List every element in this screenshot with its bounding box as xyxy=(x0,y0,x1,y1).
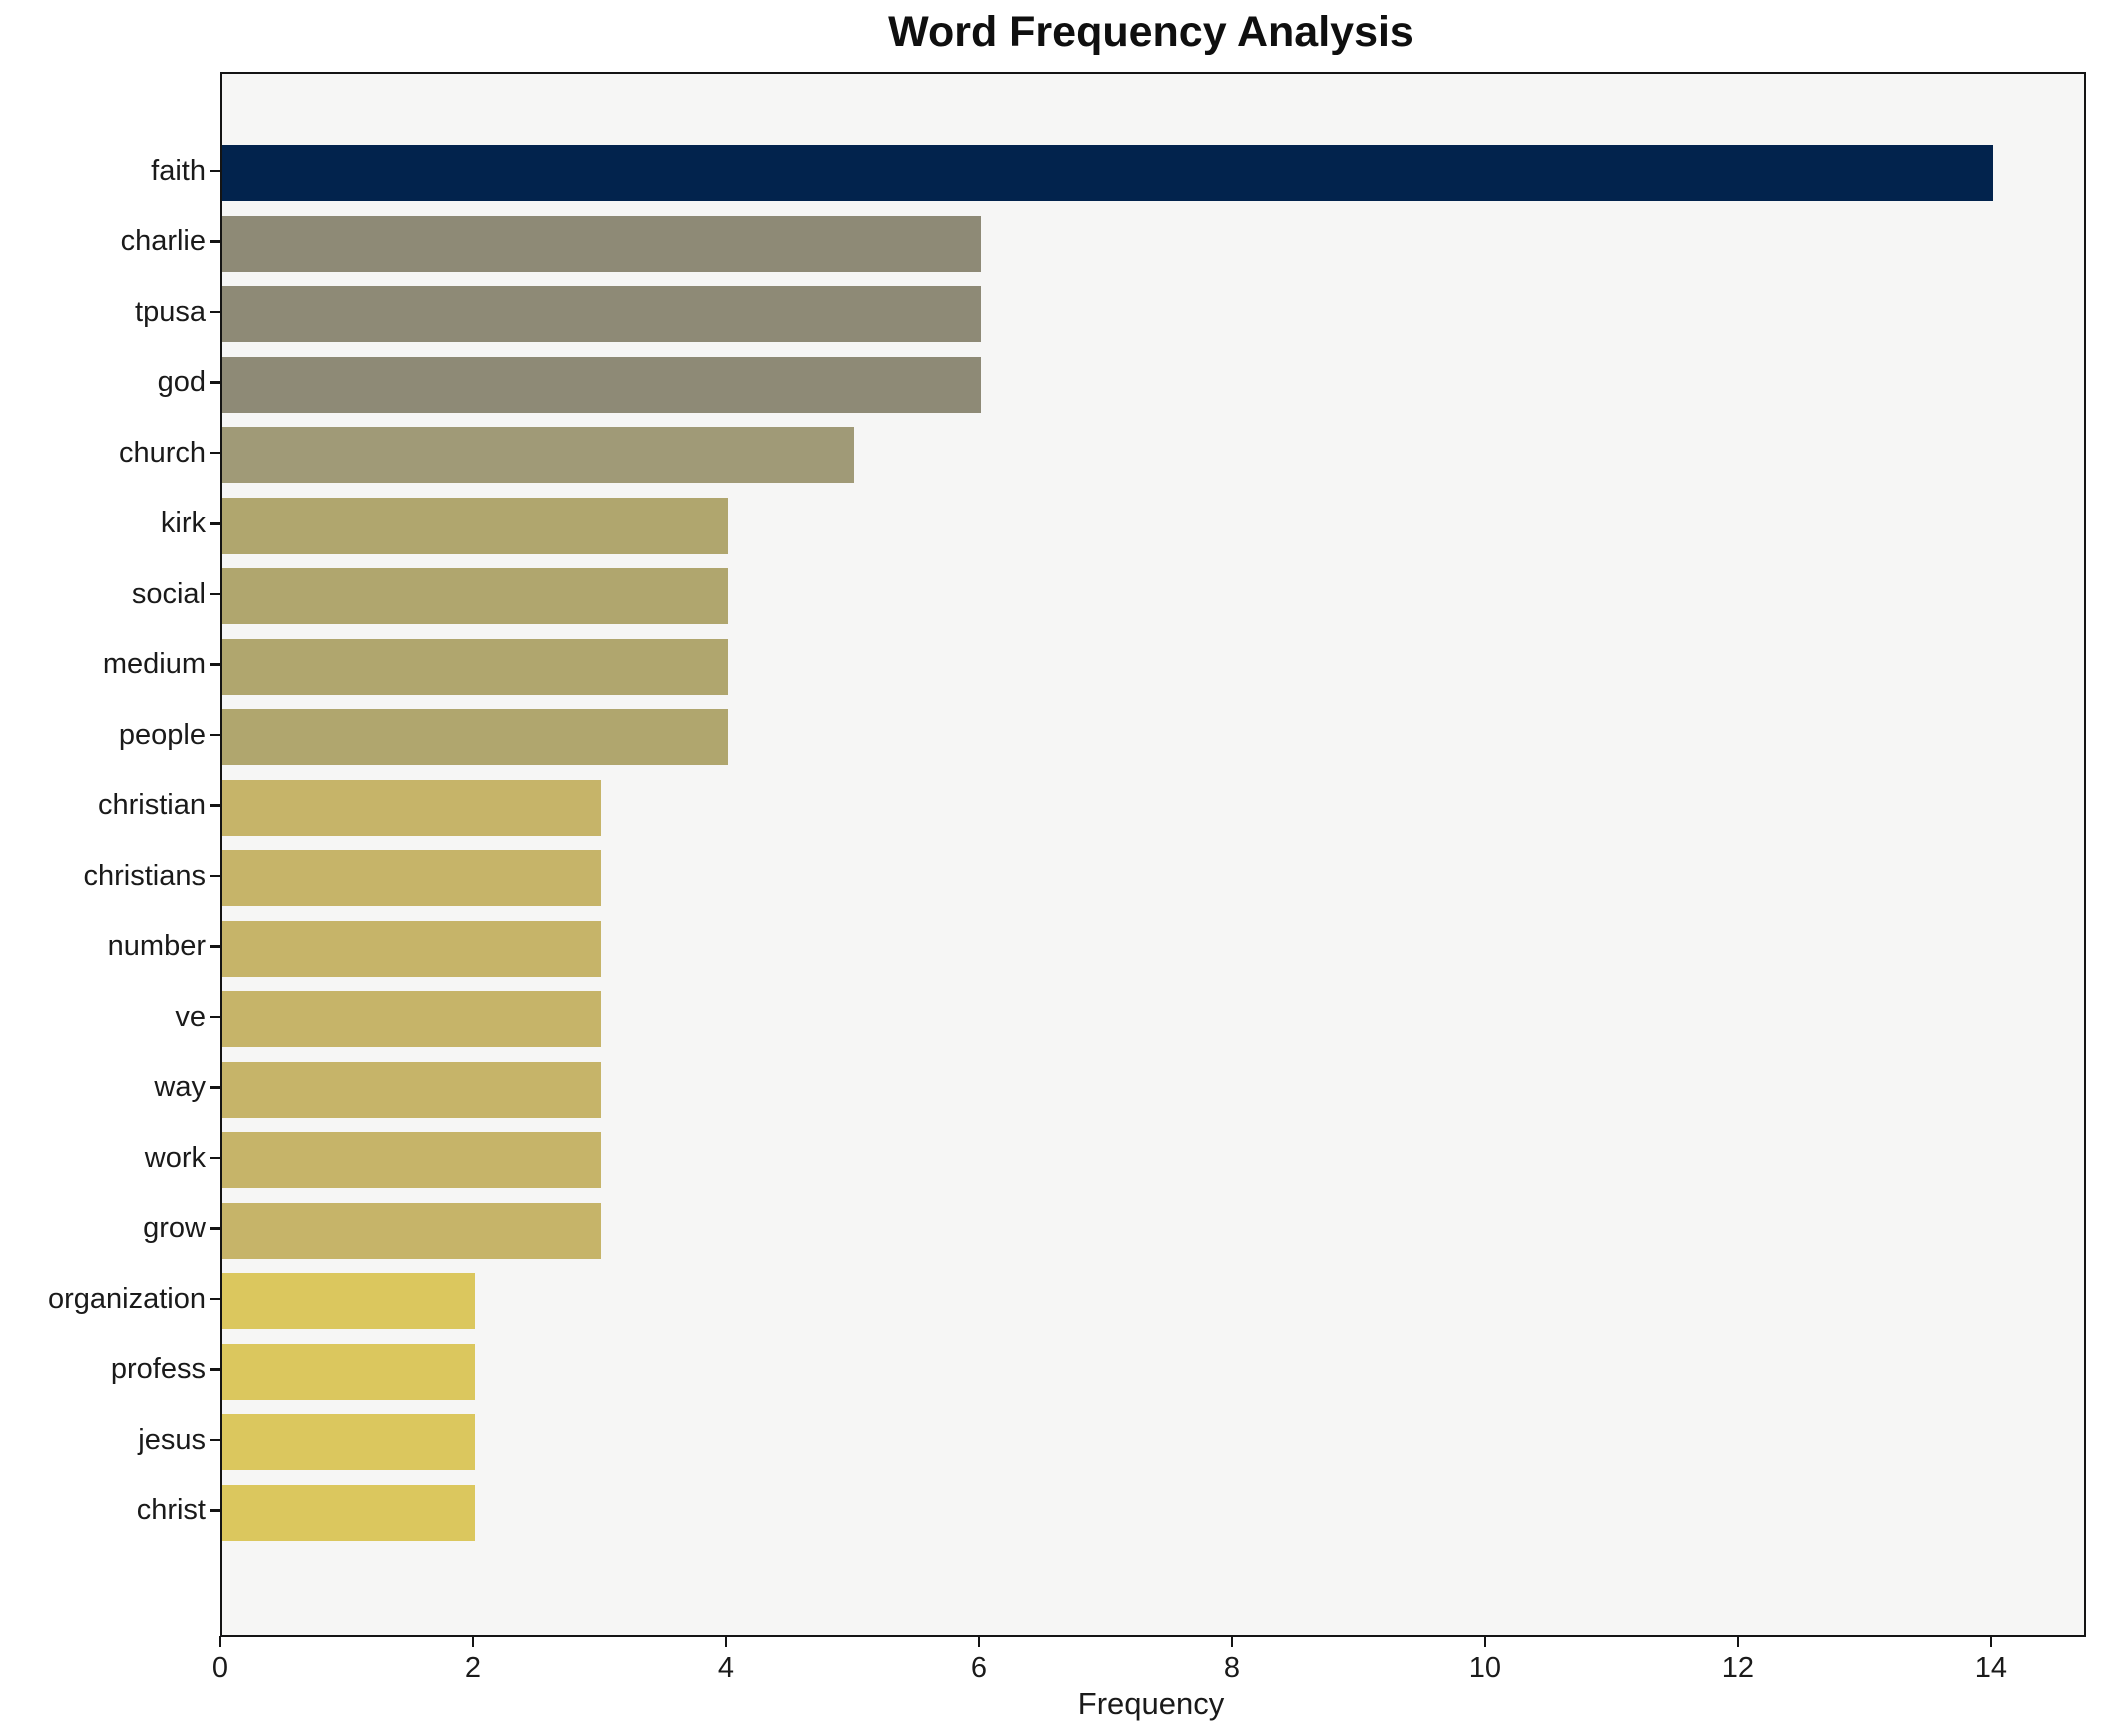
bar-christian xyxy=(222,779,602,836)
y-tick-mark xyxy=(210,381,220,384)
y-tick-mark xyxy=(210,874,220,878)
y-tick-mark xyxy=(210,733,220,737)
x-tick-mark xyxy=(724,1636,728,1647)
x-axis-label: Frequency xyxy=(1077,1686,1225,1721)
y-tick-mark xyxy=(210,1015,220,1019)
y-tick-mark xyxy=(210,945,220,948)
x-tick-mark xyxy=(1230,1636,1234,1647)
y-tick-label-faith: faith xyxy=(151,154,206,187)
bar-faith xyxy=(222,145,1993,201)
bar-jesus xyxy=(222,1414,475,1470)
y-tick-mark xyxy=(210,1227,220,1230)
x-tick-label-10: 10 xyxy=(1468,1652,1502,1684)
y-tick-label-tpusa: tpusa xyxy=(135,295,206,328)
bar-kirk xyxy=(222,497,728,554)
y-tick-mark xyxy=(210,592,220,596)
y-tick-label-medium: medium xyxy=(102,648,206,680)
y-tick-label-people: people xyxy=(118,718,206,751)
x-tick-mark xyxy=(218,1636,222,1647)
x-tick-label-8: 8 xyxy=(1223,1652,1241,1684)
x-tick-mark xyxy=(1483,1636,1487,1647)
x-tick-label-2: 2 xyxy=(464,1652,482,1684)
bar-way xyxy=(222,1061,602,1118)
x-tick-mark xyxy=(1736,1636,1740,1647)
y-tick-mark xyxy=(210,240,220,243)
plot-area xyxy=(220,72,2086,1637)
bar-organization xyxy=(222,1273,475,1329)
y-tick-mark xyxy=(210,1086,220,1089)
bar-number xyxy=(222,920,602,977)
bar-medium xyxy=(222,638,728,695)
y-tick-mark xyxy=(210,1509,220,1512)
bar-charlie xyxy=(222,215,981,272)
x-tick-label-0: 0 xyxy=(211,1652,229,1684)
bar-christians xyxy=(222,850,602,906)
y-tick-label-organization: organization xyxy=(48,1282,206,1315)
bar-people xyxy=(222,709,728,765)
y-tick-label-kirk: kirk xyxy=(160,507,206,539)
y-tick-label-church: church xyxy=(118,436,206,469)
y-tick-label-ve: ve xyxy=(175,1000,206,1033)
bar-social xyxy=(222,568,728,624)
y-tick-mark xyxy=(210,1297,220,1301)
x-tick-mark xyxy=(977,1636,981,1647)
y-tick-label-christians: christians xyxy=(83,859,207,892)
y-tick-mark xyxy=(210,169,220,173)
bar-work xyxy=(222,1132,602,1188)
x-tick-label-4: 4 xyxy=(717,1652,735,1684)
y-tick-label-christ: christ xyxy=(136,1494,206,1526)
y-tick-mark xyxy=(210,804,220,807)
y-tick-label-social: social xyxy=(131,577,206,610)
y-tick-label-profess: profess xyxy=(110,1353,206,1385)
y-tick-mark xyxy=(210,663,220,666)
y-tick-mark xyxy=(210,1156,220,1160)
y-tick-mark xyxy=(210,310,220,314)
bar-profess xyxy=(222,1343,475,1400)
bar-grow xyxy=(222,1202,602,1259)
bar-christ xyxy=(222,1484,475,1541)
y-tick-label-number: number xyxy=(107,930,206,962)
y-tick-mark xyxy=(210,1438,220,1442)
y-tick-label-god: god xyxy=(157,366,206,398)
x-tick-mark xyxy=(471,1636,475,1647)
y-tick-label-way: way xyxy=(154,1071,206,1103)
y-tick-label-charlie: charlie xyxy=(120,225,206,257)
y-tick-label-grow: grow xyxy=(143,1212,206,1244)
chart-title: Word Frequency Analysis xyxy=(888,8,1414,56)
bar-ve xyxy=(222,991,602,1047)
bar-god xyxy=(222,356,981,413)
x-tick-label-14: 14 xyxy=(1974,1652,2008,1684)
x-tick-label-6: 6 xyxy=(970,1652,988,1684)
y-tick-label-work: work xyxy=(144,1141,206,1174)
y-tick-mark xyxy=(210,1368,220,1371)
x-tick-mark xyxy=(1989,1636,1993,1647)
y-tick-mark xyxy=(210,451,220,455)
y-tick-label-jesus: jesus xyxy=(138,1423,206,1456)
y-tick-mark xyxy=(210,522,220,525)
x-tick-label-12: 12 xyxy=(1721,1652,1755,1684)
bar-tpusa xyxy=(222,286,981,342)
y-tick-label-christian: christian xyxy=(98,789,206,821)
bar-church xyxy=(222,427,855,483)
